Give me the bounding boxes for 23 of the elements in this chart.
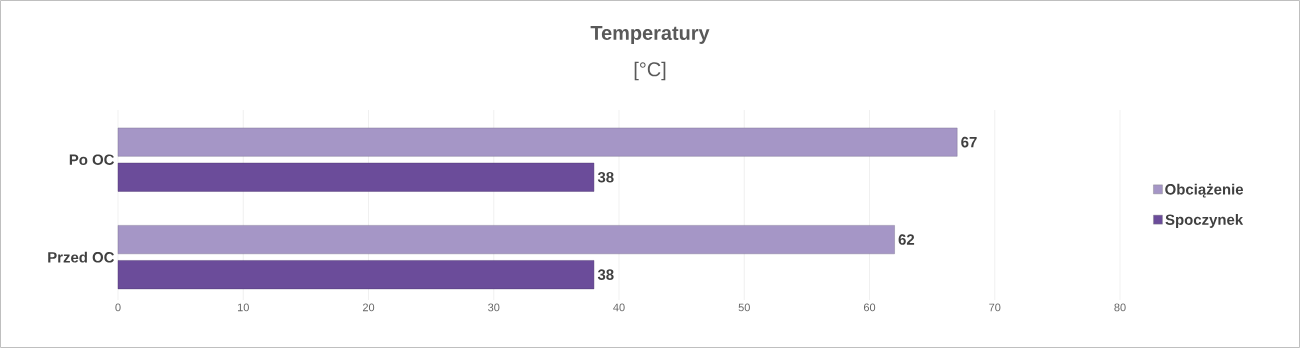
data-label: 38 (597, 269, 614, 280)
data-label: 38 (597, 171, 614, 183)
y-tick-label: Przed OC (48, 251, 115, 263)
bar (117, 225, 895, 254)
y-tick-label: Po OC (69, 154, 115, 165)
x-tick-label: 50 (738, 303, 750, 312)
legend-label: Obciążenie (1165, 183, 1244, 198)
legend-label: Spoczynek (1165, 213, 1244, 228)
x-tick-label: 40 (613, 303, 625, 312)
x-tick-label: 60 (863, 303, 876, 312)
bar (117, 127, 958, 157)
x-tick-label: 0 (115, 303, 121, 312)
x-tick-label: 70 (989, 303, 1001, 312)
bar (117, 260, 595, 290)
bar (117, 162, 595, 192)
data-label: 67 (961, 136, 977, 148)
x-tick-label: 80 (1114, 303, 1126, 312)
chart-subtitle: [°C] (634, 61, 666, 81)
chart-title: Temperatury (590, 26, 710, 44)
data-label: 62 (898, 234, 915, 245)
x-tick-label: 10 (237, 303, 249, 312)
x-tick-label: 20 (362, 303, 375, 312)
x-tick-label: 30 (488, 303, 500, 312)
